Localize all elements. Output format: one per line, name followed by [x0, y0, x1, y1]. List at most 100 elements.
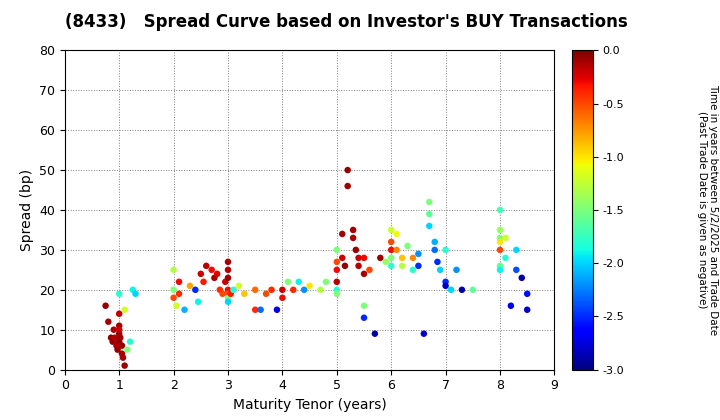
Point — [168, 266, 179, 273]
Point — [396, 255, 408, 261]
Point — [331, 278, 343, 285]
Point — [423, 199, 435, 205]
Point — [434, 266, 446, 273]
Point — [222, 275, 234, 281]
Point — [494, 234, 505, 241]
Point — [212, 270, 223, 277]
Point — [209, 275, 220, 281]
Point — [494, 247, 505, 253]
Point — [222, 298, 234, 305]
Point — [320, 278, 332, 285]
Point — [445, 286, 456, 293]
Y-axis label: Time in years between 5/2/2025 and Trade Date
(Past Trade Date is given as negat: Time in years between 5/2/2025 and Trade… — [696, 84, 718, 336]
Point — [287, 286, 299, 293]
Point — [220, 278, 231, 285]
Point — [440, 278, 451, 285]
Point — [451, 266, 462, 273]
Point — [114, 342, 125, 349]
Point — [114, 334, 126, 341]
Point — [359, 270, 370, 277]
Point — [116, 342, 127, 349]
Point — [336, 231, 348, 237]
Point — [347, 226, 359, 233]
Point — [266, 286, 277, 293]
Point — [127, 286, 138, 293]
Point — [189, 286, 201, 293]
Point — [298, 286, 310, 293]
Point — [423, 210, 435, 217]
Point — [359, 255, 370, 261]
Point — [510, 247, 522, 253]
Point — [276, 294, 288, 301]
Point — [429, 239, 441, 245]
Point — [339, 262, 351, 269]
Point — [114, 310, 125, 317]
Point — [521, 291, 533, 297]
Point — [494, 226, 505, 233]
Point — [112, 346, 123, 353]
Point — [353, 255, 364, 261]
Point — [385, 247, 397, 253]
Point — [418, 330, 430, 337]
Point — [494, 266, 505, 273]
Point — [174, 278, 185, 285]
Point — [271, 307, 283, 313]
Point — [102, 318, 114, 325]
Point — [168, 286, 179, 293]
Point — [192, 298, 204, 305]
Point — [342, 167, 354, 173]
Point — [130, 291, 141, 297]
Point — [114, 291, 125, 297]
Point — [222, 294, 234, 301]
Point — [396, 262, 408, 269]
Point — [200, 262, 212, 269]
Point — [391, 247, 402, 253]
Point — [111, 342, 122, 349]
Point — [429, 247, 441, 253]
Point — [222, 266, 234, 273]
Point — [184, 282, 196, 289]
Point — [114, 330, 125, 337]
Point — [214, 286, 225, 293]
Point — [342, 183, 354, 189]
Point — [380, 258, 392, 265]
Point — [198, 278, 210, 285]
Point — [331, 286, 343, 293]
Point — [350, 247, 361, 253]
Point — [125, 339, 136, 345]
Point — [408, 255, 419, 261]
Point — [282, 278, 294, 285]
Point — [364, 266, 375, 273]
Point — [440, 247, 451, 253]
Point — [385, 226, 397, 233]
Point — [249, 286, 261, 293]
Point — [122, 346, 133, 353]
Point — [402, 242, 413, 249]
Point — [100, 302, 112, 309]
Point — [315, 286, 326, 293]
Point — [385, 239, 397, 245]
Point — [217, 291, 228, 297]
Point — [179, 307, 190, 313]
Point — [521, 307, 533, 313]
Point — [467, 286, 479, 293]
Point — [304, 282, 315, 289]
Point — [255, 307, 266, 313]
Point — [225, 291, 236, 297]
Point — [408, 266, 419, 273]
Text: (8433)   Spread Curve based on Investor's BUY Transactions: (8433) Spread Curve based on Investor's … — [65, 13, 628, 31]
Point — [222, 286, 234, 293]
Point — [440, 282, 451, 289]
Point — [359, 302, 370, 309]
Point — [423, 223, 435, 229]
Point — [500, 255, 511, 261]
Point — [391, 231, 402, 237]
Point — [222, 291, 234, 297]
Point — [174, 291, 185, 297]
Point — [105, 334, 117, 341]
Point — [117, 354, 129, 361]
Point — [494, 262, 505, 269]
Point — [107, 339, 118, 345]
Point — [293, 278, 305, 285]
X-axis label: Maturity Tenor (years): Maturity Tenor (years) — [233, 398, 387, 412]
